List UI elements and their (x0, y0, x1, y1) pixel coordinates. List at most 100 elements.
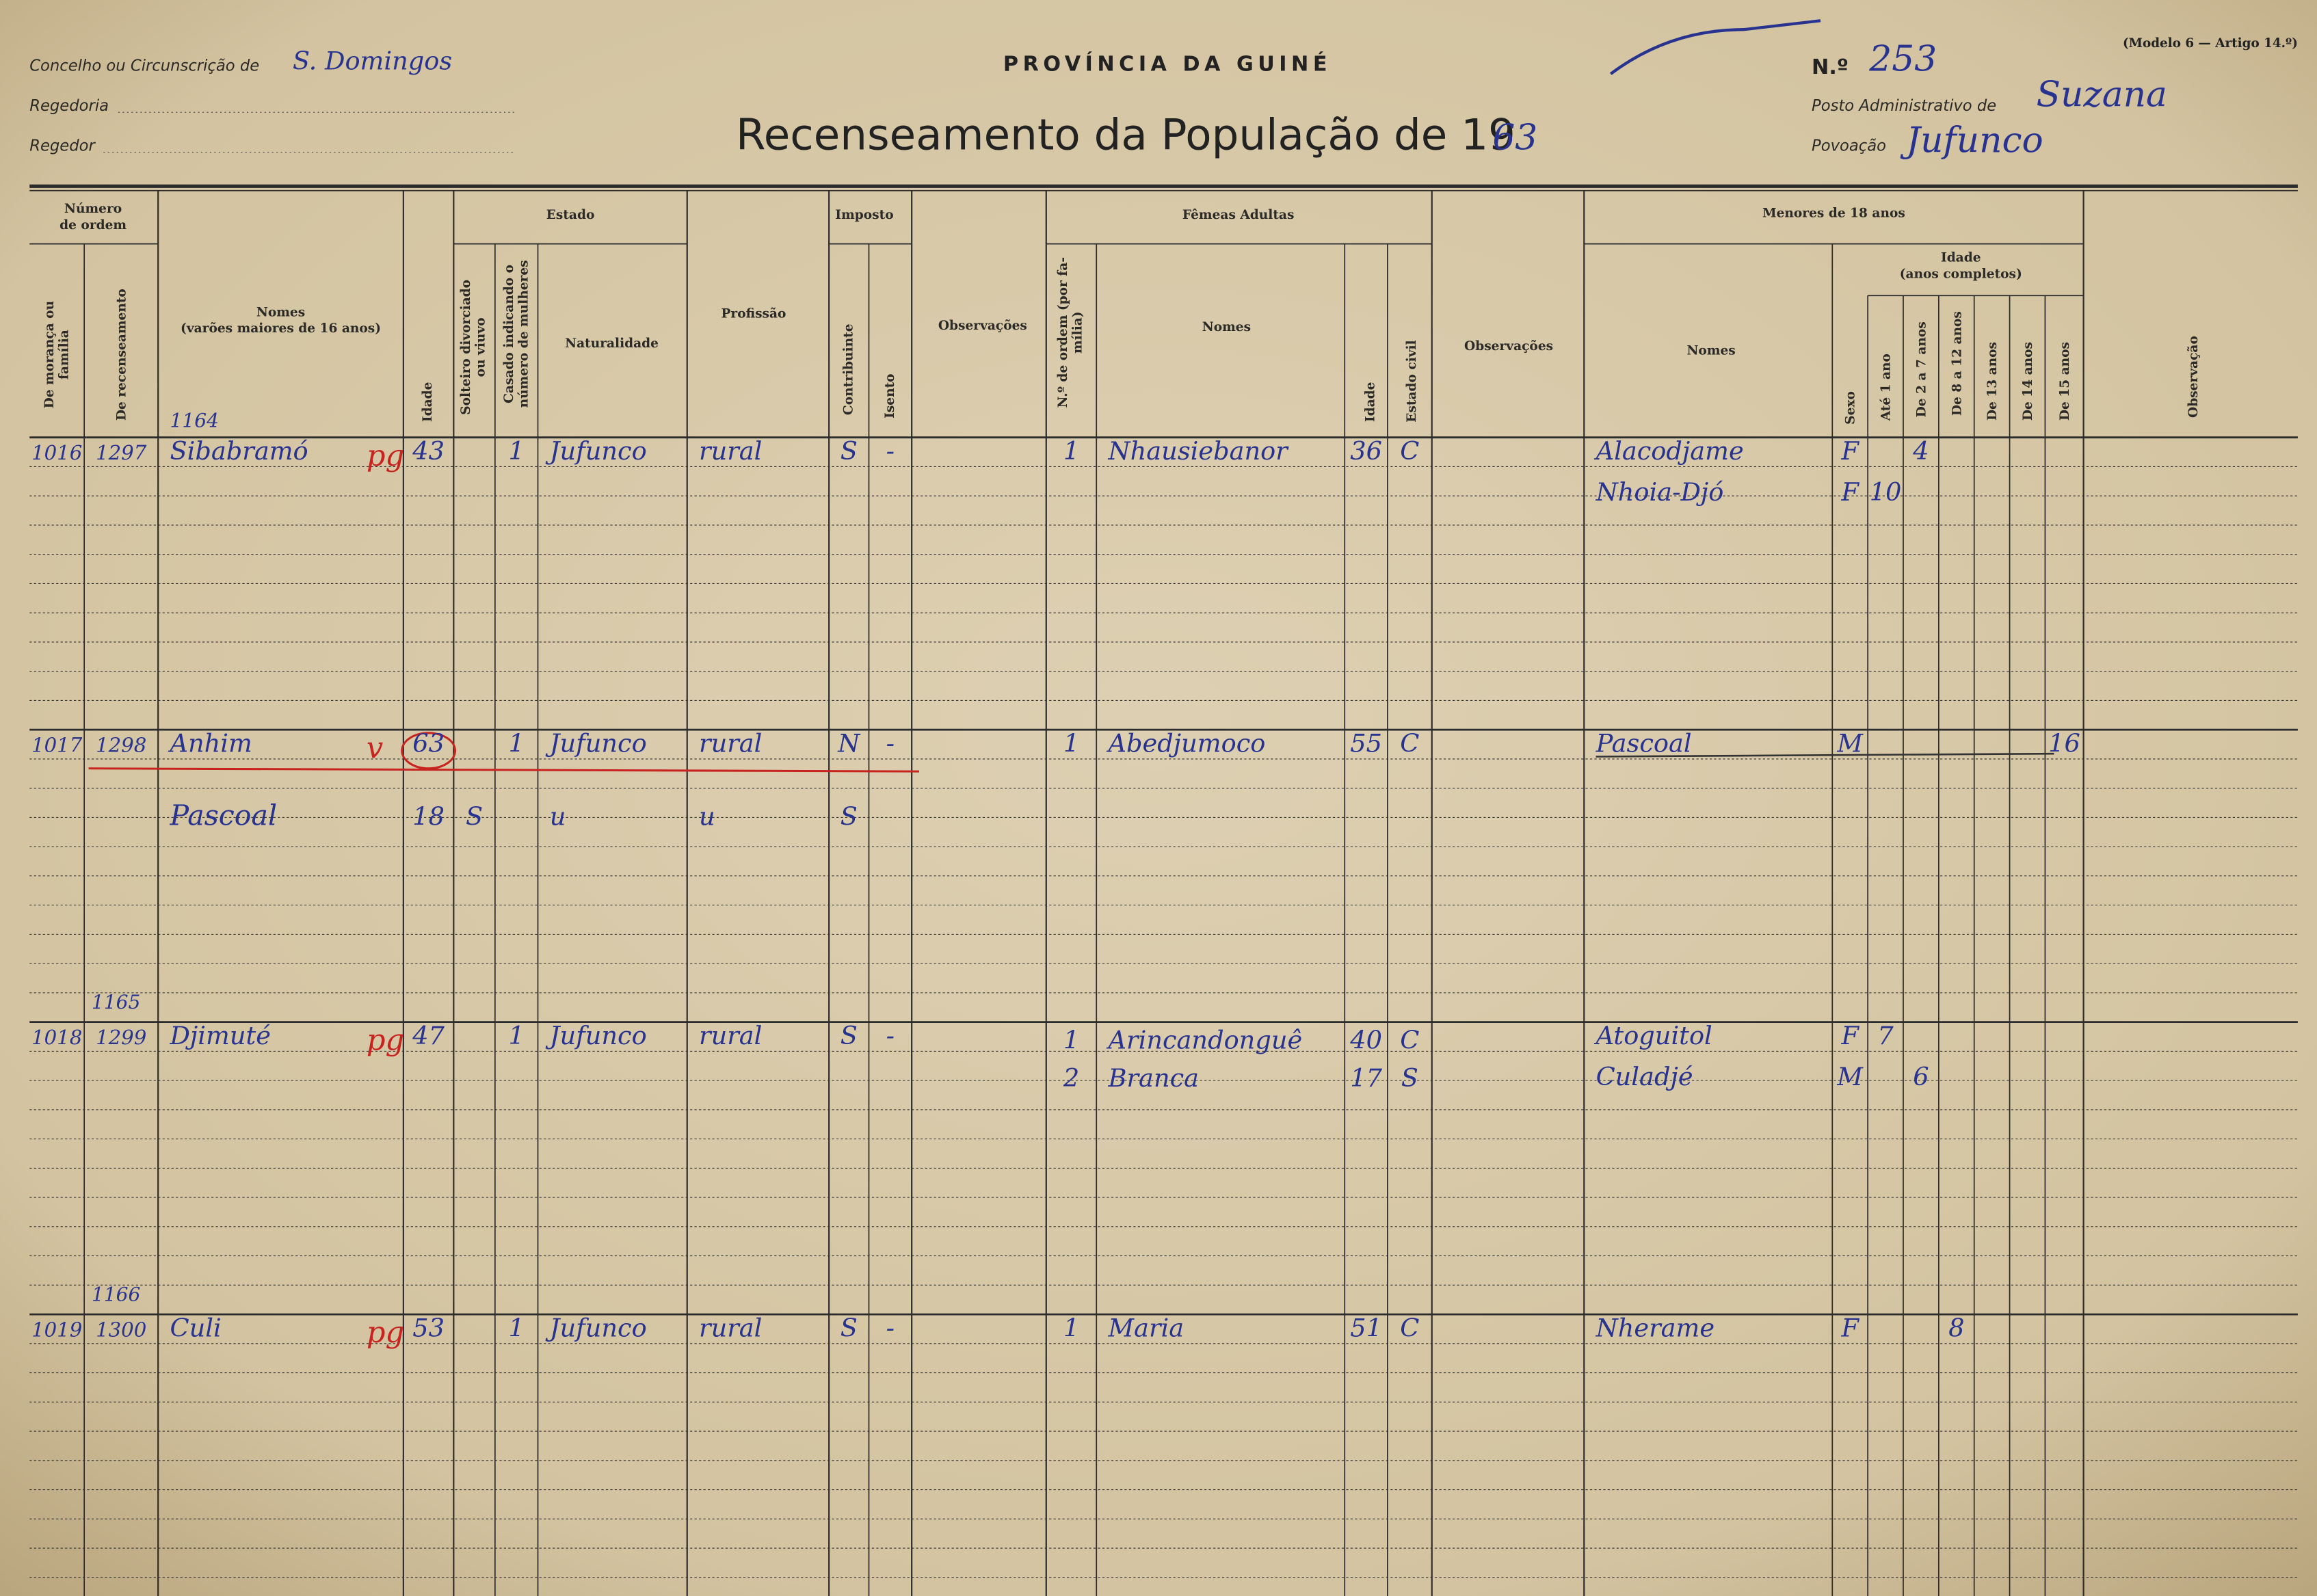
header-text: Naturalidade (565, 336, 659, 351)
header-text: Menores de 18 anos (1762, 207, 1905, 221)
handwriting-name: Pascoal (169, 799, 277, 832)
handwriting-recenseamento: 1297 (96, 441, 147, 464)
handwriting-contribuinte: N (837, 729, 861, 758)
column-headers: Número de ordem De morança ou família De… (42, 202, 2201, 425)
red-initials: pg (367, 439, 404, 473)
header-text: Contribuinte (842, 323, 856, 415)
handwriting-sexo: M (1836, 1062, 1864, 1091)
handwriting-recenseamento: 1300 (96, 1318, 146, 1342)
regedoria-label: Regedoria (29, 97, 109, 115)
header-text: Até 1 ano (1879, 354, 1894, 421)
header-text: Isento (883, 373, 897, 418)
red-underline (88, 767, 919, 773)
handwriting-casado: 1 (508, 729, 524, 758)
povoacao-label: Povoação (1812, 137, 1886, 155)
handwriting-idade: 40 (1349, 1025, 1382, 1054)
handwriting-moranca: 1018 (31, 1026, 82, 1049)
handwriting-idade: 53 (412, 1314, 445, 1343)
concelho-label: Concelho ou Circunscrição de (29, 57, 259, 75)
posto-label: Posto Administrativo de (1812, 97, 1996, 115)
handwriting-name: Culadjé (1596, 1062, 1693, 1091)
handwriting-idade: 51 (1350, 1314, 1382, 1343)
handwriting-de-15: 16 (2048, 729, 2080, 758)
handwriting-ordem: 1 (1063, 436, 1079, 466)
handwriting-contribuinte: S (840, 1314, 858, 1343)
handwriting-naturalidade: Jufunco (545, 729, 647, 758)
handwriting-name: Abedjumoco (1107, 729, 1266, 758)
handwriting-idade: 17 (1350, 1063, 1382, 1093)
header-text: Casado indicando o (502, 265, 516, 403)
header-text: Idade (421, 382, 435, 423)
handwriting-moranca: 1019 (31, 1318, 82, 1342)
province: PROVÍNCIA DA GUINÉ (1003, 52, 1332, 77)
handwriting-name: Branca (1108, 1063, 1200, 1093)
header-text: ou viuvo (474, 317, 488, 377)
handwriting-ordem: 1 (1063, 1314, 1079, 1343)
strike-line (1596, 752, 2054, 758)
header-text: De 8 a 12 anos (1950, 311, 1964, 416)
handwriting-profissao: rural (699, 729, 762, 758)
handwriting-name: Arincandonguê (1107, 1025, 1303, 1054)
handwriting-ate-1-ano: 7 (1877, 1021, 1894, 1050)
header-text: de ordem (59, 218, 127, 232)
povoacao: Jufunco (1900, 120, 2043, 161)
number: 253 (1868, 39, 1937, 80)
handwriting-profissao: rural (699, 1021, 762, 1050)
handwriting-name: Nherame (1596, 1314, 1714, 1343)
header-text: Imposto (835, 208, 893, 222)
header-text: De morança ou (42, 301, 57, 409)
handwriting-contribuinte: S (840, 436, 858, 466)
handwriting-estado: C (1400, 1025, 1419, 1054)
handwriting-moranca: 1016 (31, 441, 82, 464)
header-text: Solteiro divorciado (459, 280, 473, 415)
handwriting-de-2-a-7: 4 (1912, 436, 1929, 466)
header-text: De 14 anos (2021, 342, 2035, 421)
red-initials: v (367, 731, 383, 765)
handwriting-sexo: F (1840, 1314, 1859, 1343)
handwriting-ordem: 1 (1063, 729, 1079, 758)
handwriting-name: Pascoal (1596, 729, 1692, 758)
handwriting-moranca: 1017 (31, 734, 83, 757)
handwriting-idade: 63 (412, 729, 445, 758)
handwriting-estado: S (1401, 1063, 1418, 1093)
handwriting-idade: 47 (412, 1021, 445, 1050)
handwriting-casado: 1 (508, 1314, 524, 1343)
handwriting-recenseamento: 1299 (96, 1026, 146, 1049)
handwriting-recenseamento: 1298 (96, 734, 146, 757)
header-text: Sexo (1844, 391, 1858, 425)
header-text: (anos completos) (1900, 267, 2022, 281)
handwriting-isento: - (886, 436, 895, 466)
header-text: Nomes (1686, 344, 1735, 358)
header-text: De 15 anos (2058, 342, 2072, 421)
handwriting-contribuinte: S (840, 802, 858, 832)
handwriting-estado: C (1400, 436, 1419, 466)
handwriting-naturalidade: Jufunco (545, 1021, 647, 1050)
handwriting-isento: - (886, 729, 895, 758)
note: 1164 (170, 410, 218, 432)
handwriting-estado: C (1400, 1314, 1419, 1343)
header-text: De 13 anos (1985, 342, 2000, 421)
handwriting-naturalidade: Jufunco (545, 1314, 647, 1343)
handwriting-ordem: 2 (1063, 1063, 1079, 1093)
handwriting-casado: 1 (508, 1021, 524, 1050)
handwriting-profissao: u (699, 802, 715, 832)
handwriting-isento: - (886, 1021, 895, 1050)
handwriting-name: Maria (1108, 1314, 1184, 1343)
handwriting-naturalidade: u (550, 802, 566, 832)
note: 1165 (92, 991, 140, 1013)
header-text: Idade (1941, 251, 1981, 265)
regedor-label: Regedor (29, 137, 96, 155)
handwriting-profissao: rural (699, 436, 762, 466)
red-circle (401, 732, 457, 770)
note: 1166 (92, 1284, 140, 1306)
handwriting-sexo: F (1840, 436, 1859, 466)
handwriting-de-8-a-12: 8 (1948, 1314, 1964, 1343)
handwriting-estado: C (1400, 729, 1419, 758)
header-text: Estado (546, 208, 595, 222)
handwriting-name: Atoguitol (1594, 1021, 1712, 1050)
header-text: Profissão (721, 307, 786, 321)
handwriting-name: Nhoia-Djó (1596, 477, 1724, 507)
